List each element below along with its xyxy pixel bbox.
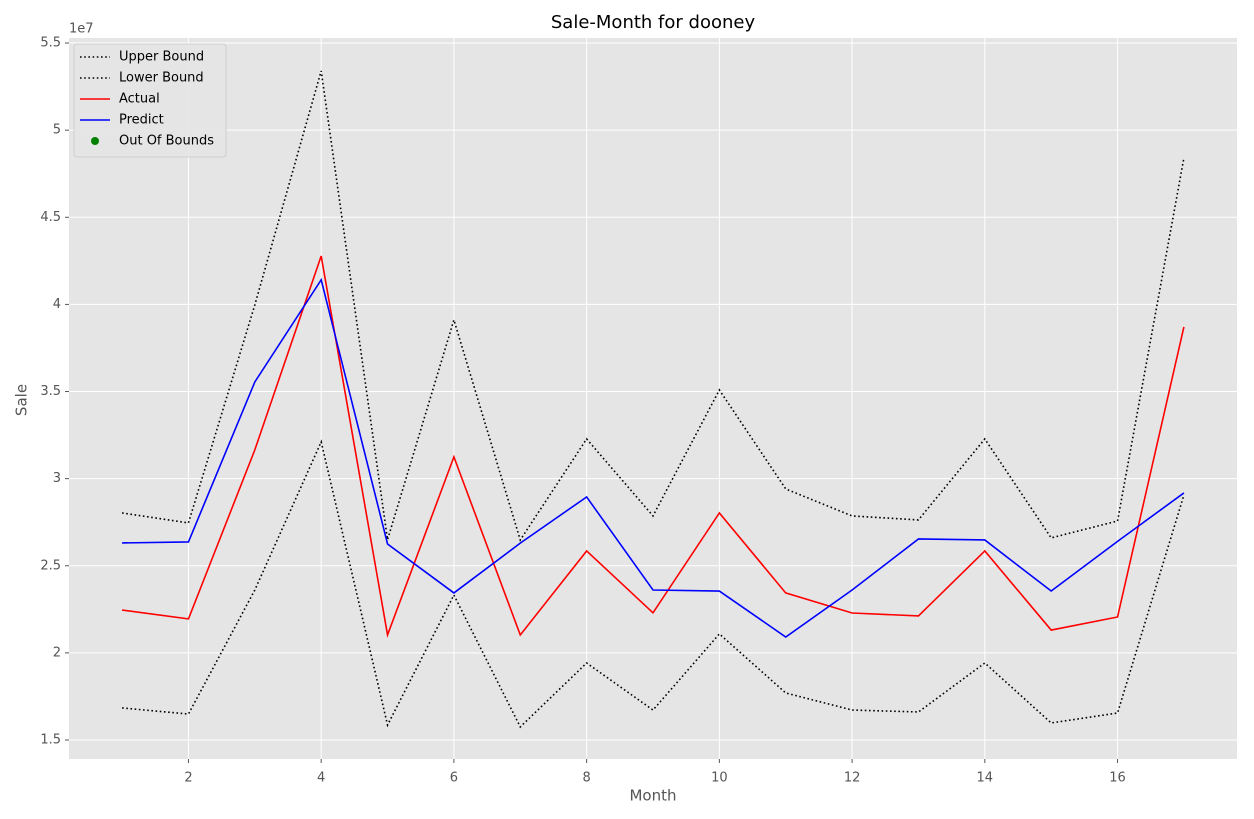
chart-title: Sale-Month for dooney (551, 12, 756, 33)
legend-marker (91, 137, 99, 145)
series-line (122, 277, 1185, 639)
series-line (121, 255, 1185, 638)
y-tick-label: 2 (53, 645, 61, 660)
y-tick-label: 4 (53, 297, 61, 312)
y-tick-label: 3 (53, 471, 61, 486)
plot-area (69, 38, 1237, 759)
y-tick-label: 2.5 (40, 558, 61, 573)
y-tick-label: 3.5 (40, 384, 61, 399)
legend-box (73, 43, 227, 158)
x-tick-label: 12 (844, 771, 861, 786)
legend-label: Lower Bound (119, 71, 204, 86)
x-tick-label: 4 (317, 771, 325, 786)
y-axis-label: Sale (13, 384, 31, 416)
y-offset-label: 1e7 (69, 22, 94, 37)
x-tick-label: 6 (450, 771, 458, 786)
y-tick-label: 5.5 (40, 36, 61, 51)
series-line (122, 439, 1185, 729)
x-tick-label: 8 (582, 771, 590, 786)
x-tick-label: 2 (184, 771, 192, 786)
x-tick-label: 10 (711, 771, 728, 786)
x-tick-label: 14 (977, 771, 994, 786)
legend-label: Predict (119, 113, 164, 128)
x-tick-label: 16 (1109, 771, 1126, 786)
x-axis-label: Month (629, 787, 676, 805)
series-line (121, 70, 1185, 542)
y-tick-label: 4.5 (40, 210, 61, 225)
y-tick-label: 1.5 (40, 733, 61, 748)
legend-label: Upper Bound (119, 50, 204, 65)
legend-label: Actual (119, 92, 160, 107)
legend-label: Out Of Bounds (119, 134, 214, 149)
y-tick-label: 5 (53, 123, 61, 138)
